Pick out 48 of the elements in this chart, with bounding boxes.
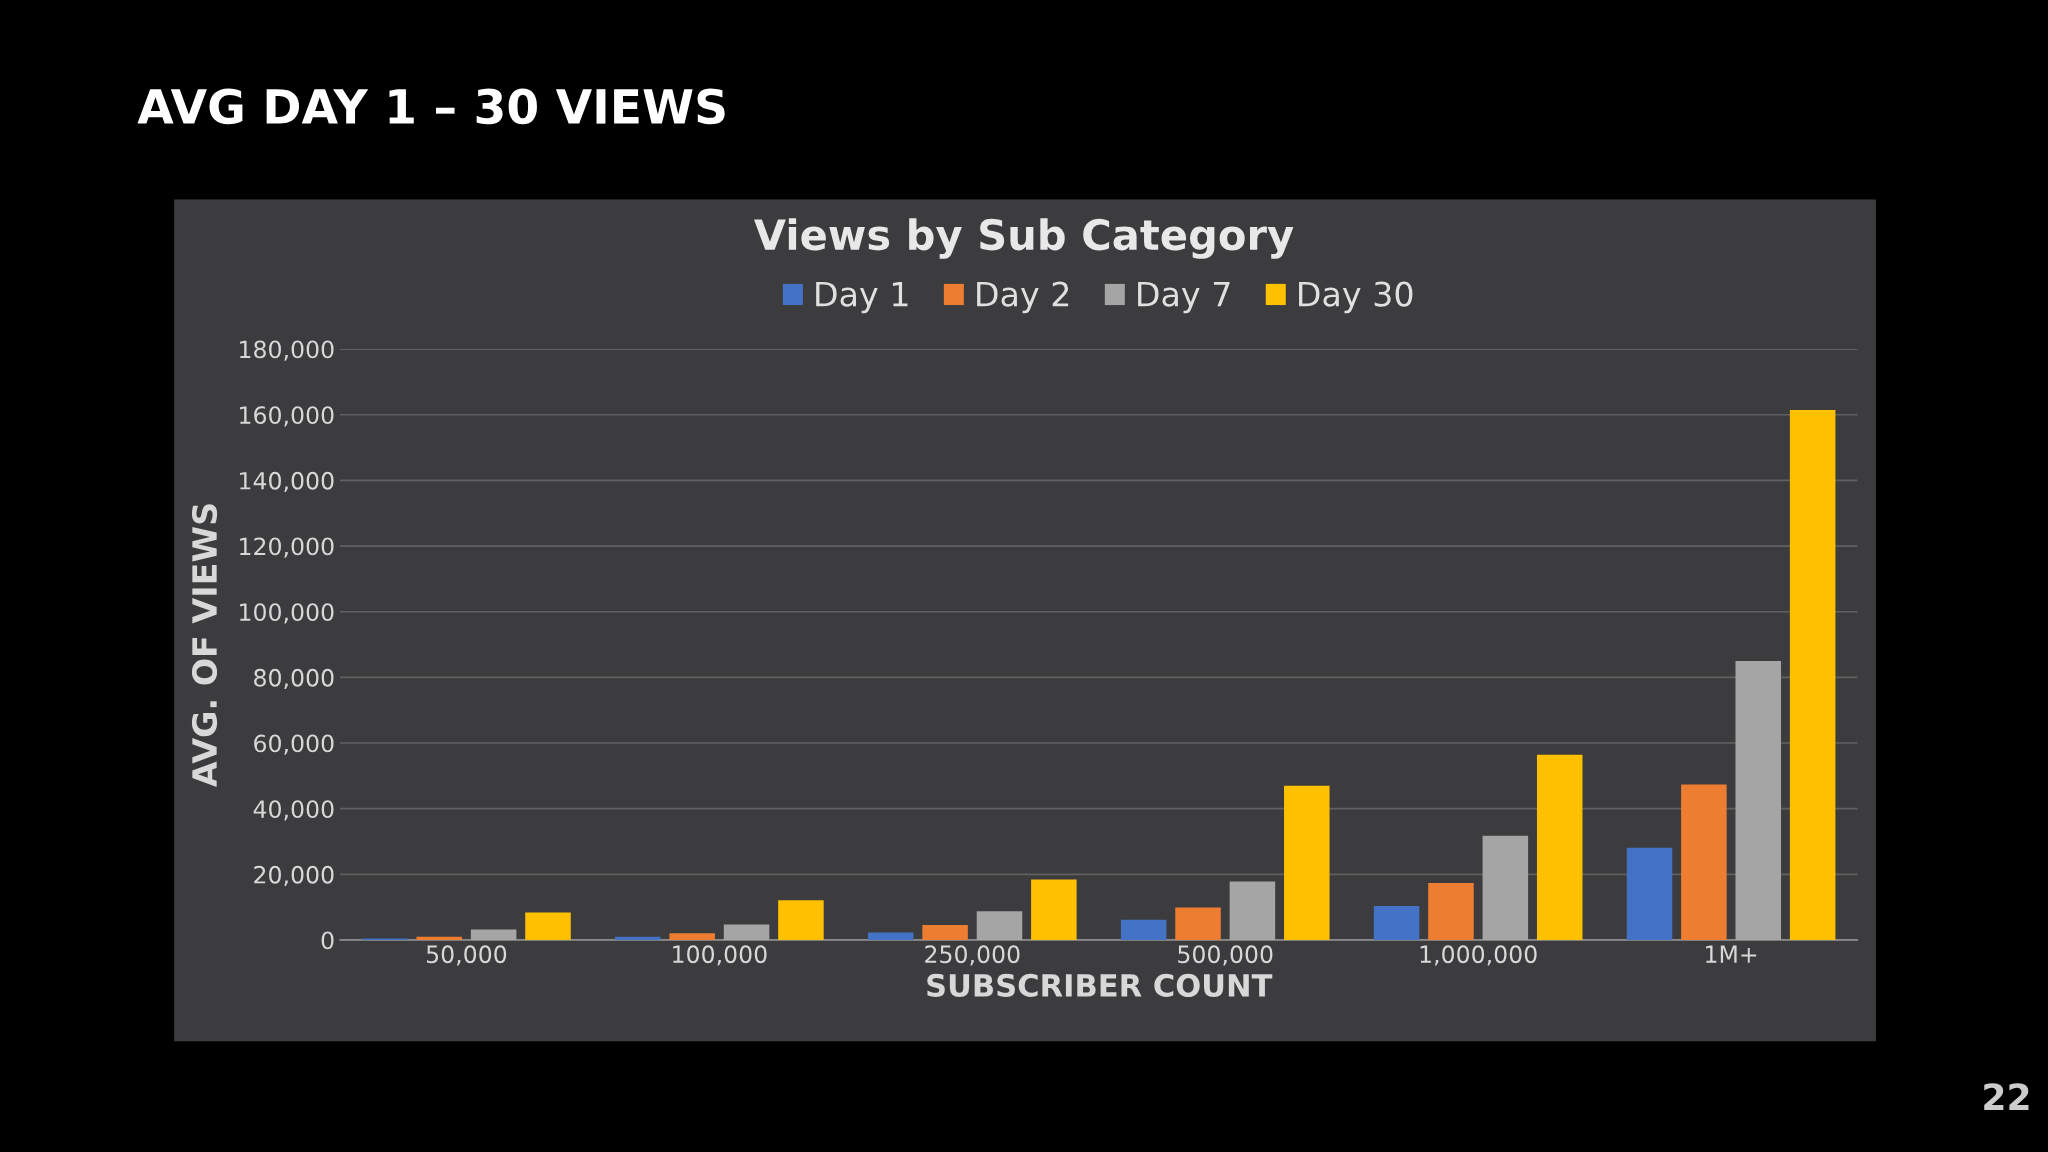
bar (1031, 879, 1077, 941)
bar (615, 936, 661, 941)
bar (1284, 785, 1330, 941)
bar (976, 911, 1023, 941)
bar (525, 912, 571, 941)
bar (1175, 907, 1221, 941)
bar (1626, 847, 1673, 941)
legend-label: Day 30 (1299, 281, 1413, 314)
y-tick-label: 60,000 (254, 734, 334, 755)
legend-label: Day 1 (816, 281, 908, 314)
x-tick-label: 1,000,000 (1420, 945, 1537, 966)
y-tick-label: 0 (321, 931, 334, 950)
bar (470, 929, 517, 941)
bar (416, 936, 463, 941)
legend-label: Day 2 (977, 281, 1069, 314)
y-axis-title: AVG. OF VIEWS (191, 504, 218, 788)
bar (669, 933, 715, 941)
x-tick-label: 500,000 (1178, 945, 1273, 966)
chart-subtitle: Views by Sub Category (754, 218, 1294, 259)
bar (1789, 410, 1836, 941)
x-tick-label: 50,000 (426, 945, 507, 966)
x-axis-title: SUBSCRIBER COUNT (927, 973, 1273, 997)
bar (922, 924, 968, 941)
bar (778, 900, 824, 941)
bar (1428, 882, 1474, 941)
y-tick-label: 80,000 (254, 668, 334, 690)
bar (1229, 881, 1276, 941)
bar (1120, 919, 1167, 941)
chart-title: AVG DAY 1 – 30 VIEWS (137, 88, 725, 125)
bar (723, 924, 770, 941)
text: 22 (1984, 1083, 2029, 1110)
x-tick-label: 250,000 (925, 945, 1020, 966)
y-tick-label: 120,000 (240, 537, 334, 558)
bar (867, 932, 914, 941)
y-tick-label: 140,000 (240, 471, 334, 493)
bar (1373, 905, 1420, 941)
y-tick-label: 180,000 (240, 340, 334, 361)
bar (1482, 835, 1529, 941)
legend-label: Day 7 (1138, 281, 1230, 314)
x-tick-label: 1M+ (1706, 945, 1757, 963)
bar (1536, 754, 1583, 941)
y-tick-label: 40,000 (253, 800, 334, 821)
y-tick-label: 20,000 (254, 865, 334, 887)
y-tick-label: 160,000 (240, 406, 334, 427)
bar (1735, 660, 1782, 941)
y-tick-label: 100,000 (240, 603, 334, 624)
bar (1681, 784, 1727, 941)
x-tick-label: 100,000 (673, 945, 767, 966)
